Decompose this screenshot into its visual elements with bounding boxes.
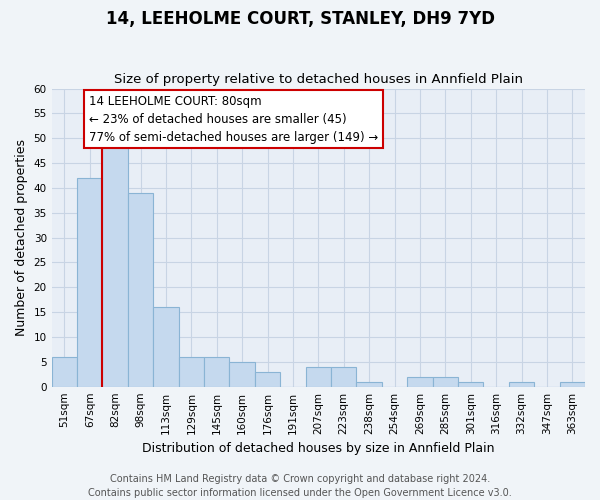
Bar xyxy=(204,357,229,386)
Bar xyxy=(52,357,77,386)
Bar xyxy=(407,376,433,386)
Text: 14 LEEHOLME COURT: 80sqm
← 23% of detached houses are smaller (45)
77% of semi-d: 14 LEEHOLME COURT: 80sqm ← 23% of detach… xyxy=(89,94,378,144)
Bar xyxy=(77,178,103,386)
Bar xyxy=(560,382,585,386)
Bar xyxy=(356,382,382,386)
Bar xyxy=(433,376,458,386)
Title: Size of property relative to detached houses in Annfield Plain: Size of property relative to detached ho… xyxy=(114,73,523,86)
Bar xyxy=(255,372,280,386)
Y-axis label: Number of detached properties: Number of detached properties xyxy=(15,139,28,336)
X-axis label: Distribution of detached houses by size in Annfield Plain: Distribution of detached houses by size … xyxy=(142,442,494,455)
Bar xyxy=(509,382,534,386)
Bar xyxy=(153,307,179,386)
Bar xyxy=(103,138,128,386)
Bar xyxy=(179,357,204,386)
Text: 14, LEEHOLME COURT, STANLEY, DH9 7YD: 14, LEEHOLME COURT, STANLEY, DH9 7YD xyxy=(106,10,494,28)
Bar xyxy=(331,367,356,386)
Text: Contains HM Land Registry data © Crown copyright and database right 2024.
Contai: Contains HM Land Registry data © Crown c… xyxy=(88,474,512,498)
Bar xyxy=(229,362,255,386)
Bar xyxy=(458,382,484,386)
Bar xyxy=(128,193,153,386)
Bar xyxy=(305,367,331,386)
